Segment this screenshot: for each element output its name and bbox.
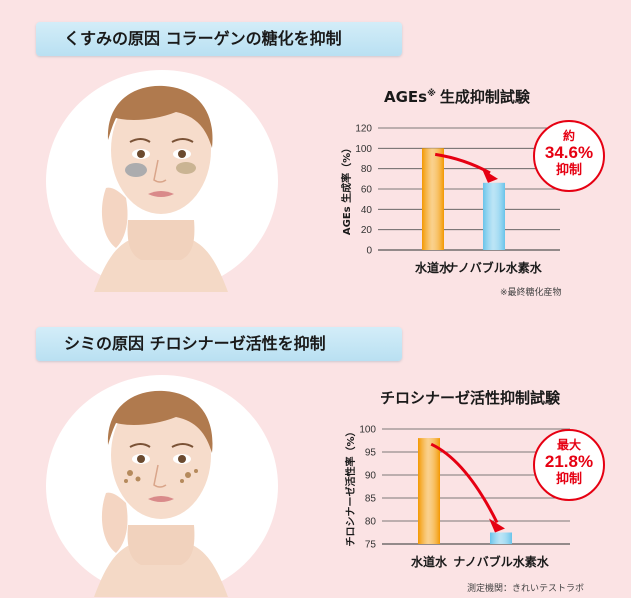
- category-label: 水道水: [415, 260, 452, 275]
- y-tick-label: 0: [366, 246, 372, 257]
- y-tick-label: 20: [361, 225, 373, 236]
- y-tick-label: 80: [365, 517, 377, 528]
- y-tick-label: 85: [365, 494, 377, 505]
- chart-title-rest: 生成抑制試験: [439, 88, 530, 106]
- y-tick-label: 120: [355, 124, 372, 135]
- chart-title-main: AGEs: [384, 88, 428, 106]
- badge-prefix: 約: [562, 129, 575, 143]
- chart-title: チロシナーゼ活性抑制試験: [380, 389, 561, 407]
- woman-portrait-image: [46, 70, 278, 292]
- y-tick-label: 40: [361, 205, 373, 216]
- badge-suffix: 抑制: [555, 163, 582, 178]
- category-label: 水道水: [411, 554, 448, 569]
- bar-highlight: [490, 532, 512, 544]
- badge-percent: 21.8%: [544, 452, 594, 471]
- section-dullness: くすみの原因 コラーゲンの糖化を抑制 AGEs※ 生成抑制試験 0 20 40 60 80…: [36, 22, 605, 298]
- woman-portrait-image: [46, 375, 278, 597]
- y-axis-label: チロシナーゼ活性率（%）: [344, 426, 357, 546]
- section-banner: くすみの原因 コラーゲンの糖化を抑制: [36, 22, 402, 56]
- bar-highlight: [483, 182, 505, 250]
- category-label: ナノバブル水素水: [446, 260, 542, 275]
- y-tick-label: 80: [361, 164, 373, 175]
- badge-prefix: 最大: [556, 438, 581, 452]
- reduction-badge: 約 34.6% 抑制: [533, 120, 605, 192]
- face-illustration: [94, 390, 228, 597]
- reduction-arrowhead: [489, 518, 505, 533]
- chart-title: AGEs※ 生成抑制試験: [384, 86, 530, 107]
- reduction-arrowhead: [482, 168, 498, 183]
- section-banner: シミの原因 チロシナーゼ活性を抑制: [36, 327, 402, 361]
- y-tick-label: 75: [365, 540, 377, 551]
- reduction-arrow: [430, 442, 499, 524]
- reduction-badge: 最大 21.8% 抑制: [533, 429, 605, 501]
- category-label: ナノバブル水素水: [453, 554, 549, 569]
- y-tick-label: 100: [355, 144, 372, 155]
- y-tick-label: 95: [365, 448, 377, 459]
- bar-highlight: [418, 438, 440, 544]
- chart-title-footnote-mark: ※: [427, 89, 436, 99]
- y-axis-label: AGEs 生成率（%）: [340, 143, 353, 235]
- y-tick-label: 60: [361, 185, 373, 196]
- badge-suffix: 抑制: [555, 472, 582, 487]
- section-spots: シミの原因 チロシナーゼ活性を抑制 チロシナーゼ活性抑制試験 75 80 85 90 9…: [0, 305, 631, 598]
- reduction-arrow: [434, 152, 491, 175]
- footnote: 測定機関：きれいテストラボ: [467, 584, 585, 594]
- badge-percent: 34.6%: [544, 143, 594, 162]
- bar-highlight: [422, 148, 444, 250]
- face-illustration: [94, 85, 228, 292]
- y-tick-label: 100: [359, 425, 376, 436]
- y-tick-label: 90: [365, 471, 377, 482]
- footnote: ※最終糖化産物: [500, 288, 562, 298]
